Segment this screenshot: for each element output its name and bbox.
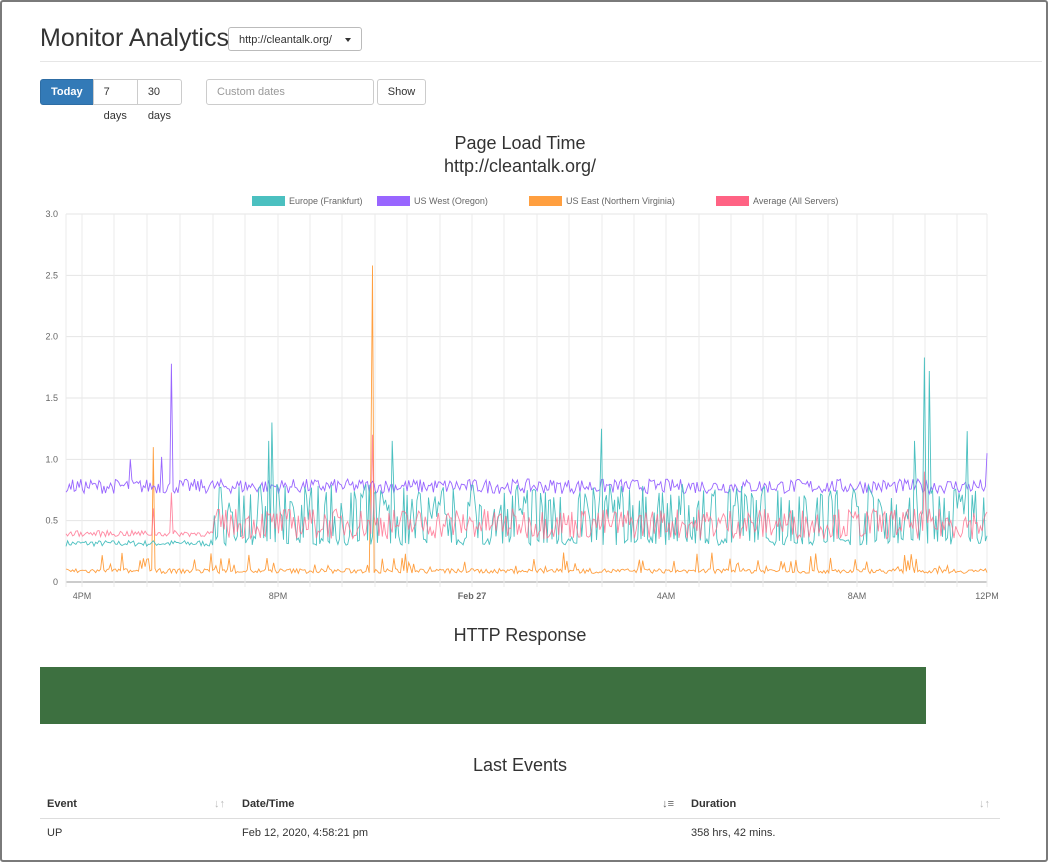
http-response-bar — [40, 667, 926, 724]
series-line-us-west-oregon — [65, 363, 988, 496]
caret-down-icon — [345, 38, 351, 42]
events-header-row: Event ↓↑ Date/Time ↓≡ Duration ↓↑ — [40, 790, 1000, 819]
column-header-datetime[interactable]: Date/Time ↓≡ — [235, 790, 684, 819]
legend-label: US East (Northern Virginia) — [566, 196, 675, 206]
range-button-group: Today 7 days 30 days — [40, 79, 183, 122]
sort-desc-icon[interactable]: ↓≡ — [662, 798, 674, 810]
sort-icon[interactable]: ↓↑ — [214, 798, 225, 810]
column-header-label: Event — [47, 798, 77, 810]
legend-swatch — [377, 196, 410, 206]
x-tick-label: Feb 27 — [458, 591, 487, 601]
custom-dates-input[interactable] — [206, 79, 374, 105]
y-tick-label: 2.5 — [45, 270, 58, 280]
series-line-us-east-northern-virginia — [65, 265, 988, 576]
http-response-title: HTTP Response — [453, 625, 587, 645]
page-load-chart: Europe (Frankfurt) US West (Oregon) US Eas… — [45, 196, 999, 601]
legend-label: US West (Oregon) — [414, 196, 488, 206]
column-header-label: Date/Time — [242, 798, 295, 810]
sort-icon[interactable]: ↓↑ — [979, 798, 990, 810]
legend-swatch — [252, 196, 285, 206]
page-load-chart-title: Page Load Time — [454, 133, 586, 153]
legend-swatch — [529, 196, 562, 206]
range-30-days-button[interactable]: 30 days — [136, 79, 183, 122]
y-tick-label: 1.5 — [45, 393, 58, 403]
page-header: Monitor Analytics http://cleantalk.org/ — [40, 22, 1042, 62]
show-button[interactable]: Show — [377, 79, 426, 105]
y-tick-label: 3.0 — [45, 209, 58, 219]
legend-label: Average (All Servers) — [753, 196, 838, 206]
duration-cell: 358 hrs, 42 mins. — [691, 827, 776, 839]
range-7-days-button[interactable]: 7 days — [92, 79, 138, 122]
column-header-event[interactable]: Event ↓↑ — [40, 790, 235, 819]
x-tick-label: 4AM — [657, 591, 676, 601]
table-row: UP Feb 12, 2020, 4:58:21 pm 358 hrs, 42 … — [40, 819, 1000, 848]
y-tick-label: 1.0 — [45, 454, 58, 464]
datetime-cell: Feb 12, 2020, 4:58:21 pm — [242, 827, 368, 839]
x-tick-label: 12PM — [975, 591, 999, 601]
x-tick-label: 8AM — [848, 591, 867, 601]
x-tick-label: 8PM — [269, 591, 288, 601]
legend-label: Europe (Frankfurt) — [289, 196, 363, 206]
page-load-chart-subtitle: http://cleantalk.org/ — [443, 156, 597, 176]
y-tick-label: 0 — [53, 577, 58, 587]
series-line-average-all-servers — [65, 434, 988, 541]
range-today-button[interactable]: Today — [40, 79, 94, 105]
y-tick-label: 0.5 — [45, 516, 58, 526]
last-events-title: Last Events — [472, 755, 568, 775]
column-header-duration[interactable]: Duration ↓↑ — [684, 790, 1000, 819]
site-select-value: http://cleantalk.org/ — [239, 34, 332, 46]
x-tick-label: 4PM — [73, 591, 92, 601]
column-header-label: Duration — [691, 798, 737, 810]
y-tick-label: 2.0 — [45, 332, 58, 342]
event-cell: UP — [47, 827, 63, 839]
page-title: Monitor Analytics — [40, 24, 229, 52]
series-line-europe-frankfurt — [65, 357, 988, 548]
events-table: Event ↓↑ Date/Time ↓≡ Duration ↓↑ UP Feb… — [40, 790, 1000, 847]
site-select[interactable]: http://cleantalk.org/ — [228, 27, 362, 51]
legend-swatch — [716, 196, 749, 206]
